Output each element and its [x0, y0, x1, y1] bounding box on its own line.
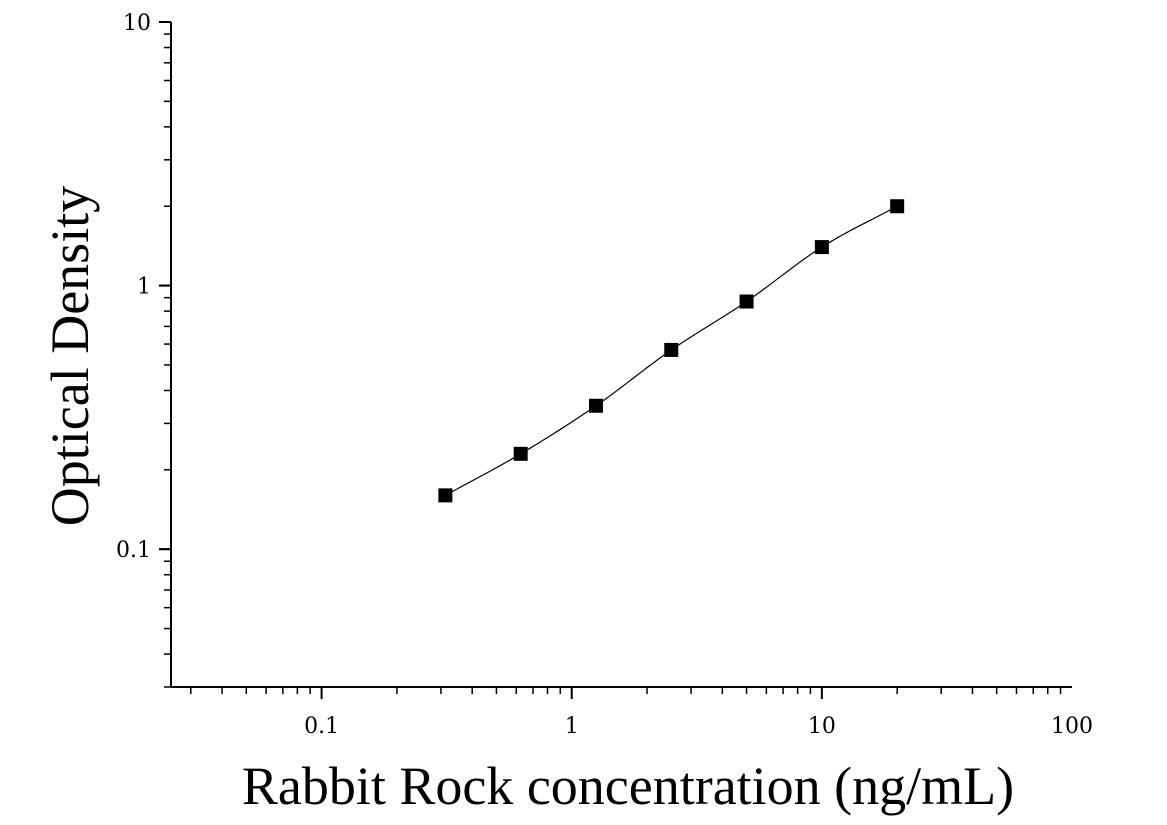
data-point	[890, 199, 905, 214]
data-point	[438, 488, 453, 503]
tick-labels: 0.1 1 10 100 0.1 1 10	[116, 11, 1093, 739]
y-axis-title: Optical Density	[40, 186, 100, 526]
data-point	[513, 446, 528, 461]
x-tick-label: 1	[565, 714, 579, 739]
y-tick-label: 1	[137, 275, 151, 300]
x-tick-label: 0.1	[304, 714, 339, 739]
data-point	[739, 294, 754, 309]
data-point	[588, 398, 603, 413]
x-tick-label: 100	[1051, 714, 1093, 739]
ticks	[159, 21, 1062, 699]
axes	[170, 22, 1072, 688]
data-point	[814, 240, 829, 255]
y-tick-label: 10	[123, 11, 151, 36]
x-axis-title: Rabbit Rock concentration (ng/mL)	[242, 756, 1014, 816]
x-tick-label: 10	[808, 714, 836, 739]
y-tick-label: 0.1	[116, 538, 151, 563]
data-point	[664, 342, 679, 357]
data-points	[438, 199, 905, 503]
